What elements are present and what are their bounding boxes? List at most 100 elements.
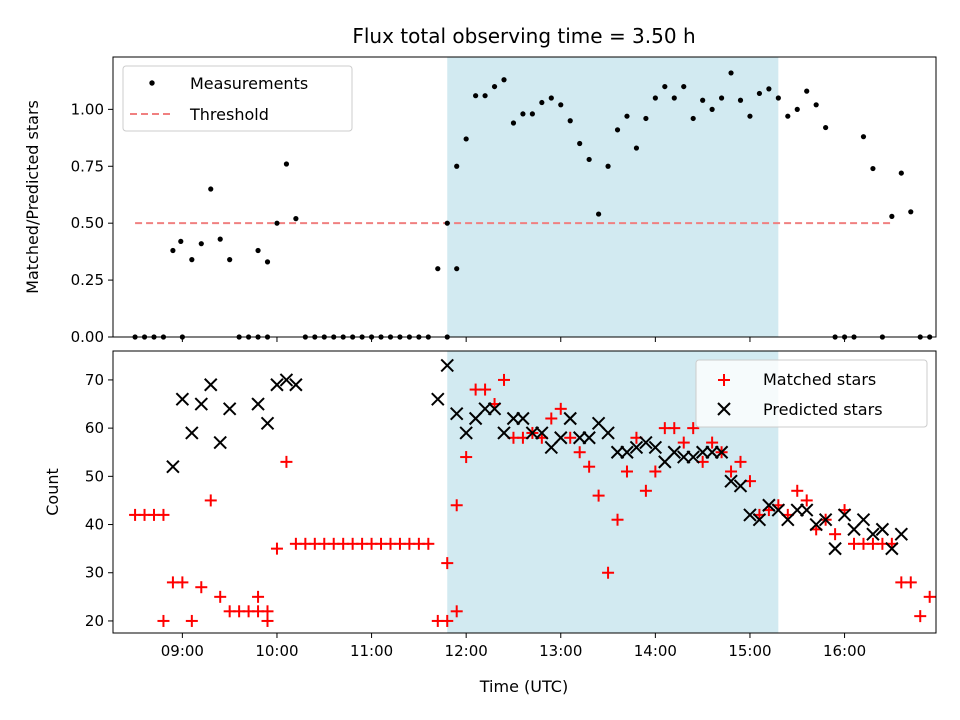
- matched-star-point: [261, 614, 274, 627]
- matched-star-point: [157, 508, 170, 521]
- measurement-point: [274, 220, 280, 226]
- matched-star-point: [583, 460, 596, 473]
- measurement-point: [463, 136, 469, 142]
- matched-star-point: [734, 455, 747, 468]
- predicted-star-point: [714, 445, 729, 459]
- predicted-star-point: [790, 503, 804, 517]
- predicted-star-point: [743, 508, 757, 522]
- measurement-point: [775, 95, 781, 101]
- measurement-point: [548, 95, 554, 101]
- bottom-legend-box: [695, 359, 928, 428]
- matched-star-point: [422, 537, 435, 550]
- top-y-tick-label: 0.75: [71, 157, 104, 175]
- matched-star-point: [923, 590, 936, 603]
- measurement-point: [794, 106, 800, 112]
- matched-star-point: [204, 494, 217, 507]
- measurement-point: [510, 120, 517, 126]
- predicted-star-point: [487, 402, 502, 416]
- legend-measurements-marker: [149, 80, 155, 86]
- bottom-y-tick-label: 20: [85, 612, 104, 630]
- predicted-star-point: [279, 373, 294, 387]
- measurement-point: [756, 90, 763, 97]
- predicted-star-point: [185, 426, 199, 440]
- bottom-y-axis-label: Count: [43, 468, 62, 516]
- measurement-point: [227, 257, 233, 263]
- predicted-star-point: [251, 397, 265, 411]
- predicted-star-point: [506, 411, 521, 426]
- predicted-star-point: [166, 459, 180, 474]
- predicted-star-point: [800, 503, 814, 517]
- legend-matched-label: Matched stars: [763, 370, 876, 389]
- matched-star-point: [668, 422, 681, 435]
- bottom-y-tick-label: 30: [85, 564, 104, 582]
- legend-threshold-label: Threshold: [189, 105, 269, 124]
- measurement-point: [283, 161, 290, 167]
- matched-star-point: [176, 576, 189, 589]
- matched-star-point: [498, 373, 511, 386]
- measurement-point: [178, 238, 184, 244]
- x-tick-label: 12:00: [445, 642, 488, 660]
- predicted-star-point: [828, 541, 842, 556]
- matched-star-point: [185, 614, 198, 627]
- predicted-star-point: [648, 440, 663, 455]
- predicted-star-point: [270, 378, 284, 392]
- measurement-point: [558, 102, 564, 108]
- measurement-point: [728, 70, 734, 76]
- measurement-point: [624, 113, 630, 119]
- x-tick-label: 09:00: [161, 642, 204, 660]
- x-tick-label: 16:00: [823, 642, 866, 660]
- legend-predicted-label: Predicted stars: [763, 400, 883, 419]
- measurement-point: [501, 77, 507, 83]
- measurement-point: [208, 186, 214, 192]
- predicted-star-point: [809, 517, 823, 532]
- predicted-star-point: [885, 541, 899, 556]
- predicted-star-point: [705, 445, 719, 459]
- measurement-point: [614, 127, 621, 133]
- predicted-star-point: [582, 431, 596, 445]
- measurement-point: [198, 241, 204, 247]
- matched-star-point: [270, 542, 283, 555]
- top-shaded-interval: [447, 57, 779, 337]
- matched-star-point: [252, 590, 265, 603]
- measurement-point: [529, 111, 535, 117]
- bottom-panel: 20 30 40 50 60 70 09:00 10:00 11:00 12:00 13:00 14…: [43, 350, 937, 696]
- matched-star-point: [725, 465, 738, 478]
- predicted-star-point: [478, 402, 492, 416]
- matched-star-point: [545, 412, 558, 425]
- measurement-point: [577, 140, 583, 147]
- top-legend: Measurements Threshold: [122, 65, 353, 132]
- matched-star-point: [602, 566, 615, 579]
- predicted-star-point: [695, 445, 710, 459]
- top-axes-frame: [112, 56, 937, 338]
- top-y-tick-label: 0.25: [71, 271, 104, 289]
- x-tick-label: 11:00: [350, 642, 393, 660]
- predicted-star-point: [525, 426, 540, 440]
- measurement-point: [908, 209, 914, 215]
- measurement-point: [898, 170, 904, 176]
- predicted-star-point: [535, 426, 549, 440]
- legend-measurements-label: Measurements: [190, 74, 308, 93]
- predicted-star-point: [440, 358, 454, 373]
- measurement-point: [454, 163, 460, 169]
- matched-star-point: [450, 605, 463, 618]
- measurement-point: [435, 266, 441, 272]
- matched-star-point: [441, 557, 454, 570]
- bottom-axes-frame: [112, 350, 937, 634]
- matched-star-point: [479, 383, 492, 396]
- measurement-point: [633, 145, 640, 151]
- predicted-star-point: [572, 431, 587, 445]
- matched-star-point: [157, 614, 170, 627]
- predicted-star-point: [516, 411, 530, 426]
- top-y-tick-label: 1.00: [71, 100, 104, 118]
- matched-star-point: [214, 590, 227, 603]
- top-y-tick-label: 0.50: [71, 214, 104, 232]
- matched-star-point: [441, 614, 454, 627]
- measurement-point: [785, 113, 791, 119]
- bottom-y-tick-label: 70: [85, 371, 104, 389]
- measurement-point: [473, 93, 479, 99]
- predicted-star-point: [459, 426, 473, 440]
- predicted-star-point: [856, 513, 871, 527]
- measurement-point: [737, 97, 744, 103]
- measurement-point: [539, 99, 545, 106]
